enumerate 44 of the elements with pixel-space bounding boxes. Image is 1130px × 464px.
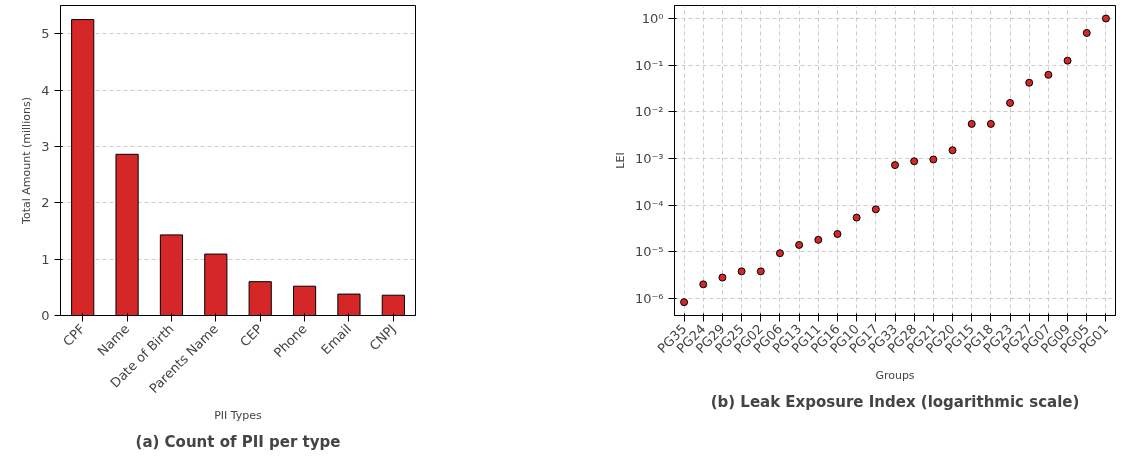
- y-tick-label: 5: [41, 26, 50, 42]
- x-axis-title: PII Types: [214, 409, 263, 423]
- y-tick-label: 3: [41, 138, 50, 154]
- point: [986, 119, 995, 128]
- point: [910, 157, 919, 166]
- point: [891, 161, 899, 170]
- point: [833, 230, 842, 239]
- point: [795, 240, 804, 249]
- point: [680, 298, 689, 307]
- point: [1006, 98, 1015, 107]
- point: [756, 267, 765, 276]
- y-tick-label: 10⁻³: [634, 150, 664, 166]
- text: (b) Leak Exposure Index (logarithmic scale): [710, 392, 1080, 411]
- point: [775, 249, 784, 258]
- point: [699, 280, 708, 289]
- y-tick-label: 0: [41, 308, 50, 323]
- y-tick-label: 10⁻⁴: [634, 197, 664, 213]
- y-tick-label: 10⁻⁶: [634, 290, 664, 306]
- point: [814, 235, 823, 244]
- point: [1082, 28, 1091, 37]
- point: [871, 205, 880, 214]
- point: [1063, 56, 1072, 65]
- point: [1044, 70, 1053, 79]
- x-tick-label: CEP: [237, 321, 266, 350]
- point: [1025, 78, 1034, 87]
- point: [948, 146, 957, 155]
- y-tick-label: 10⁻⁵: [634, 244, 664, 260]
- y-tick-label: 10⁰: [641, 11, 664, 26]
- y-tick-label: 10⁻¹: [634, 57, 664, 73]
- point: [718, 273, 727, 282]
- y-tick-label: 4: [41, 82, 50, 98]
- y-tick-label: 2: [41, 195, 50, 211]
- y-axis-title: Total Amount (millions): [20, 97, 34, 225]
- y-tick-label: 1: [41, 251, 50, 267]
- y-tick-label: 10⁻²: [634, 104, 664, 120]
- point: [1101, 14, 1110, 23]
- point: [967, 119, 976, 128]
- x-axis-title: Groups: [875, 369, 915, 383]
- text: (a) Count of PII per type: [135, 432, 341, 451]
- y-axis-title: LEI: [613, 152, 627, 169]
- point: [929, 155, 938, 164]
- point: [852, 213, 861, 222]
- point: [737, 267, 746, 276]
- x-tick-label: CPF: [60, 321, 88, 350]
